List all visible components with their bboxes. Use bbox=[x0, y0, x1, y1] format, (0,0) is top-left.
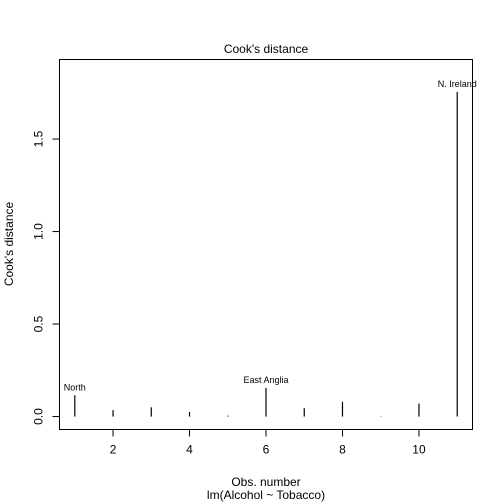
bars bbox=[74, 91, 458, 417]
annotation-label: North bbox=[64, 382, 86, 392]
x-tick-label: 2 bbox=[110, 443, 117, 457]
chart-title: Cook's distance bbox=[224, 42, 309, 56]
annotation-label: East Anglia bbox=[243, 375, 288, 385]
y-tick-label: 0.0 bbox=[32, 408, 46, 425]
annotation-label: N. Ireland bbox=[438, 79, 477, 89]
y-axis: 0.0 0.5 1.0 1.5 bbox=[32, 130, 60, 425]
x-tick-label: 8 bbox=[339, 443, 346, 457]
annotations: North East Anglia N. Ireland bbox=[64, 79, 477, 392]
y-axis-label: Cook's distance bbox=[2, 202, 16, 287]
y-tick-label: 1.0 bbox=[32, 223, 46, 240]
x-tick-label: 4 bbox=[186, 443, 193, 457]
y-tick-label: 1.5 bbox=[32, 130, 46, 147]
x-tick-label: 10 bbox=[412, 443, 426, 457]
chart-subtitle: lm(Alcohol ~ Tobacco) bbox=[207, 488, 325, 502]
y-tick-label: 0.5 bbox=[32, 315, 46, 332]
x-tick-label: 6 bbox=[263, 443, 270, 457]
x-axis-label: Obs. number bbox=[231, 475, 300, 489]
x-axis: 2 4 6 8 10 bbox=[110, 429, 426, 457]
